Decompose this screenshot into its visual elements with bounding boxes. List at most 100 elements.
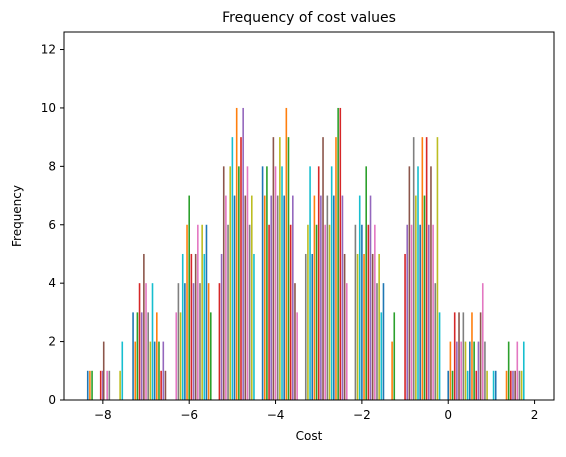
histogram-bar bbox=[188, 195, 190, 400]
histogram-bar bbox=[481, 283, 484, 400]
histogram-bar bbox=[276, 195, 279, 400]
histogram-bar bbox=[242, 107, 244, 400]
histogram-bar bbox=[89, 370, 91, 400]
histogram-bar bbox=[404, 253, 406, 400]
histogram-bar bbox=[337, 107, 339, 400]
histogram-bar bbox=[425, 137, 428, 400]
histogram-bar bbox=[140, 312, 143, 400]
plot-frame bbox=[63, 31, 555, 401]
histogram-bar bbox=[328, 224, 331, 400]
histogram-bar bbox=[199, 283, 201, 400]
histogram-bar bbox=[156, 312, 158, 400]
x-tick-label: −8 bbox=[94, 408, 112, 422]
histogram-bar bbox=[335, 137, 337, 400]
histogram-bar bbox=[324, 224, 326, 400]
histogram-bar bbox=[119, 370, 121, 400]
histogram-bar bbox=[248, 224, 251, 400]
histogram-bar bbox=[367, 224, 370, 400]
histogram-bar bbox=[151, 283, 154, 400]
histogram-bar bbox=[102, 341, 105, 400]
histogram-bar bbox=[246, 166, 249, 400]
histogram-bar bbox=[261, 166, 264, 400]
y-axis-title: Frequency bbox=[10, 185, 24, 247]
histogram-bar bbox=[194, 253, 197, 400]
histogram-bar bbox=[460, 341, 462, 400]
histogram-bar bbox=[235, 107, 238, 400]
histogram-bar bbox=[462, 312, 465, 400]
histogram-bar bbox=[514, 370, 516, 400]
histogram-bar bbox=[512, 370, 514, 400]
histogram-bar bbox=[268, 224, 270, 400]
histogram-bar bbox=[317, 166, 320, 400]
histogram-bar bbox=[287, 137, 290, 400]
histogram-bar bbox=[374, 224, 376, 400]
histogram-bar bbox=[408, 166, 411, 400]
histogram-bar bbox=[516, 341, 519, 400]
histogram-bar bbox=[266, 166, 268, 400]
histogram-bar bbox=[415, 195, 417, 400]
histogram-bar bbox=[307, 224, 309, 400]
histogram-bar bbox=[330, 166, 333, 400]
histogram-bar bbox=[469, 341, 471, 400]
histogram-bar bbox=[91, 370, 93, 400]
histogram-bar bbox=[145, 283, 147, 400]
histogram-bar bbox=[197, 224, 199, 400]
histogram-bar bbox=[475, 370, 478, 400]
histogram-bar bbox=[136, 312, 139, 400]
histogram-bar bbox=[428, 224, 430, 400]
histogram-bar bbox=[153, 341, 156, 400]
histogram-bar bbox=[238, 166, 240, 400]
chart-title: Frequency of cost values bbox=[222, 10, 396, 26]
histogram-bar bbox=[179, 312, 182, 400]
y-tick-label: 12 bbox=[41, 43, 56, 57]
y-tick-label: 8 bbox=[48, 159, 56, 173]
histogram-bar bbox=[251, 195, 253, 400]
histogram-bar bbox=[417, 166, 419, 400]
histogram-bar bbox=[279, 137, 281, 400]
histogram-bar bbox=[363, 253, 365, 400]
histogram-bar bbox=[292, 195, 294, 400]
histogram-bar bbox=[492, 370, 495, 400]
histogram-bar bbox=[464, 341, 467, 400]
histogram-bar bbox=[160, 370, 162, 400]
histogram-bar bbox=[311, 253, 314, 400]
histogram-bar bbox=[207, 283, 210, 400]
histogram-bar bbox=[477, 341, 480, 400]
histogram-bar bbox=[263, 195, 266, 400]
histogram-bar bbox=[430, 166, 432, 400]
x-tick-label: −6 bbox=[180, 408, 198, 422]
x-axis-title: Cost bbox=[296, 429, 323, 443]
histogram-bar bbox=[99, 370, 102, 400]
histogram-bar bbox=[473, 341, 475, 400]
histogram-bar bbox=[451, 370, 454, 400]
y-axis: 0 2 4 6 8 10 12 bbox=[41, 43, 64, 407]
histogram-bar bbox=[149, 341, 152, 400]
histogram-bar bbox=[121, 341, 124, 400]
histogram-bar bbox=[447, 370, 450, 400]
histogram-bar bbox=[382, 283, 385, 400]
histogram-bar bbox=[458, 312, 460, 400]
histogram-bar bbox=[371, 253, 374, 400]
histogram-bar bbox=[192, 283, 195, 400]
histogram-bar bbox=[296, 312, 298, 400]
histogram-bar bbox=[158, 341, 160, 400]
histogram-bar bbox=[175, 312, 178, 400]
histogram-bar bbox=[281, 166, 283, 400]
histogram-bar bbox=[86, 370, 89, 400]
histogram-bar bbox=[313, 195, 316, 400]
histogram-bar bbox=[102, 370, 104, 400]
histogram-bar bbox=[494, 370, 497, 400]
histogram-bar bbox=[244, 195, 247, 400]
histogram-bar bbox=[479, 312, 482, 400]
histogram-bar bbox=[436, 137, 439, 400]
histogram-bar bbox=[209, 312, 212, 400]
histogram-bar bbox=[453, 312, 456, 400]
histogram-bar bbox=[419, 224, 421, 400]
histogram-bar bbox=[270, 195, 273, 400]
histogram-bar bbox=[218, 283, 221, 400]
histogram-bar bbox=[466, 370, 469, 400]
histogram-bar bbox=[186, 224, 188, 400]
histogram-bar bbox=[522, 341, 525, 400]
